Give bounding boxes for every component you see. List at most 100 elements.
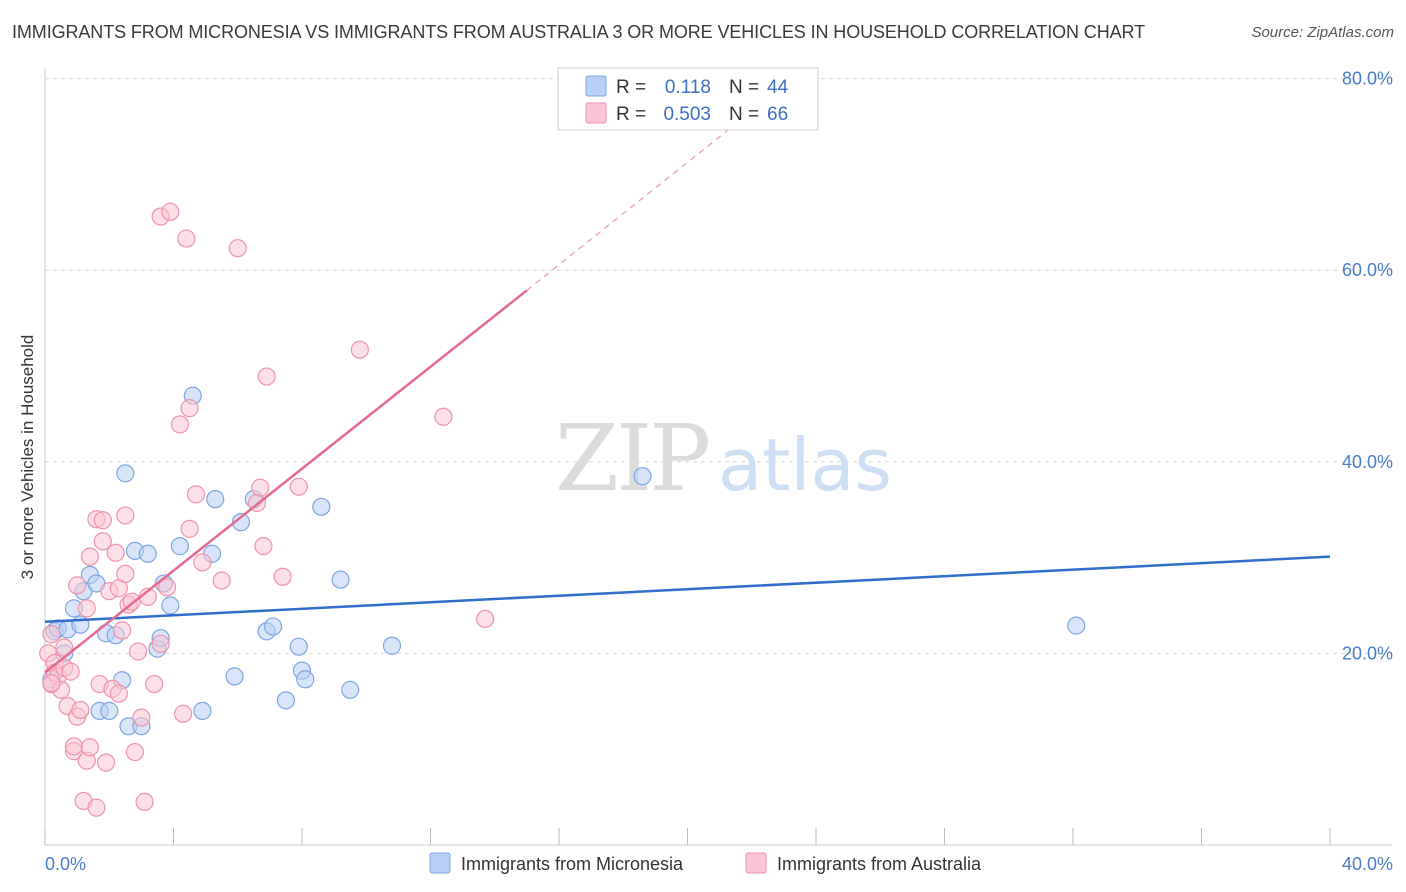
australia-point (177, 229, 196, 248)
micronesia-point (116, 464, 135, 483)
legend-swatch-australia (585, 102, 607, 124)
legend-n-label-1: N = (729, 77, 759, 98)
micronesia-point (296, 670, 315, 689)
australia-point (170, 415, 190, 434)
micronesia-point (138, 544, 157, 563)
micronesia-point (312, 497, 331, 516)
australia-point (68, 576, 87, 595)
watermark-atlas: atlas (718, 423, 892, 507)
y-tick-label: 40.0% (1342, 452, 1393, 472)
australia-point (434, 407, 453, 426)
australia-point (257, 367, 276, 386)
x-tick-label: 40.0% (1342, 854, 1393, 874)
australia-point (135, 792, 154, 811)
australia-point (77, 599, 96, 618)
series-legend-label-micronesia: Immigrants from Micronesia (461, 854, 684, 874)
correlation-legend: R = 0.118 N = 44 R = 0.503 N = 66 (557, 67, 819, 131)
australia-points (39, 202, 495, 817)
micronesia-point (206, 490, 225, 509)
australia-point (180, 399, 199, 418)
y-tick-label: 80.0% (1342, 69, 1393, 89)
watermark: ZIP atlas (555, 405, 892, 512)
australia-point (93, 511, 112, 530)
legend-n-value-1: 44 (767, 77, 789, 98)
micronesia-point (276, 691, 296, 710)
micronesia-point (225, 667, 244, 686)
australia-point (80, 547, 100, 566)
chart-source: Source: ZipAtlas.com (1251, 24, 1394, 41)
australia-trend-extension (526, 110, 753, 291)
australia-point (151, 634, 170, 653)
series-legend-label-australia: Immigrants from Australia (777, 854, 982, 874)
gridlines (45, 78, 1392, 654)
australia-point (145, 674, 164, 694)
micronesia-point (1067, 616, 1086, 635)
y-tick-label: 20.0% (1342, 643, 1393, 663)
australia-point (254, 537, 273, 556)
watermark-zip: ZIP (555, 405, 708, 512)
australia-point (157, 578, 177, 597)
australia-point (273, 567, 292, 586)
series-legend-swatch-australia (745, 852, 767, 874)
y-tick-label: 60.0% (1342, 260, 1393, 280)
y-axis-title: 3 or more Vehicles in Household (18, 335, 37, 580)
australia-point (87, 798, 106, 817)
australia-point (106, 543, 125, 562)
australia-point (61, 662, 80, 681)
australia-point (71, 700, 90, 720)
legend-swatch-micronesia (585, 75, 607, 97)
micronesia-point (100, 701, 119, 720)
australia-point (174, 704, 193, 723)
australia-point (228, 239, 247, 258)
australia-point (112, 621, 132, 640)
australia-point (350, 340, 369, 359)
australia-point (96, 753, 116, 772)
micronesia-point (263, 617, 283, 636)
legend-r-label-1: R = (616, 77, 646, 98)
australia-point (251, 478, 270, 497)
micronesia-point (231, 513, 251, 532)
australia-trend-line (44, 289, 528, 674)
australia-point (42, 625, 61, 644)
micronesia-point (161, 596, 180, 615)
australia-point (109, 684, 128, 703)
australia-point (193, 553, 212, 572)
australia-point (116, 564, 135, 583)
series-legend-swatch-micronesia (429, 852, 451, 874)
legend-r-value-2: 0.503 (663, 104, 711, 125)
australia-point (180, 519, 199, 538)
x-tick-labels: 0.0% 40.0% (45, 854, 1393, 874)
australia-point (93, 532, 112, 551)
micronesia-point (341, 680, 360, 699)
legend-r-value-1: 0.118 (665, 77, 711, 98)
australia-point (161, 202, 180, 221)
legend-n-value-2: 66 (767, 104, 788, 125)
micronesia-point (170, 537, 190, 556)
axes (44, 68, 1392, 846)
legend-n-label-2: N = (729, 104, 759, 125)
australia-point (116, 506, 135, 525)
australia-point (212, 571, 231, 590)
series-legend[interactable]: Immigrants from Micronesia Immigrants fr… (429, 852, 982, 874)
y-tick-labels: 20.0% 40.0% 60.0% 80.0% (1342, 69, 1393, 664)
legend-r-label-2: R = (616, 104, 646, 125)
micronesia-point (382, 636, 402, 655)
australia-point (64, 737, 84, 756)
micronesia-trend-line (44, 555, 1331, 624)
australia-point (476, 609, 495, 629)
micronesia-point (331, 570, 350, 589)
australia-point (42, 673, 61, 693)
australia-point (186, 485, 206, 504)
trend-lines (44, 110, 1331, 674)
chart-title: IMMIGRANTS FROM MICRONESIA VS IMMIGRANTS… (12, 22, 1145, 42)
australia-point (125, 742, 145, 762)
australia-point (289, 477, 308, 496)
australia-point (129, 642, 148, 661)
australia-point (80, 738, 100, 757)
micronesia-point (289, 637, 308, 656)
x-tick-label: 0.0% (45, 854, 86, 874)
micronesia-point (633, 467, 652, 486)
australia-point (132, 708, 151, 727)
micronesia-point (193, 701, 212, 720)
